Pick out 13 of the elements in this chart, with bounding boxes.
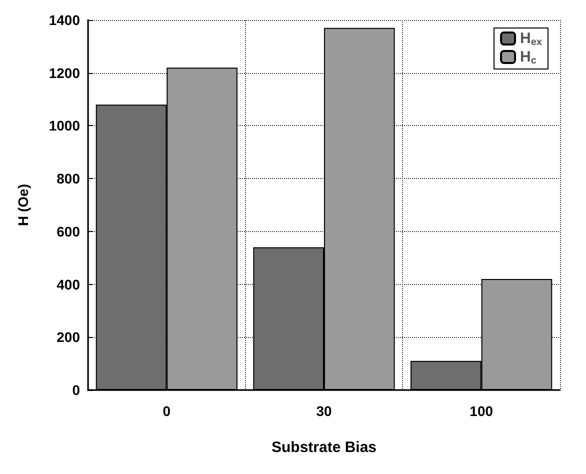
y-tick-label: 1200 [48,64,80,81]
x-tick-label: 30 [316,403,332,419]
x-tick-label: 100 [470,403,494,419]
y-tick-label: 400 [56,276,80,292]
y-tick-label: 600 [56,223,80,240]
y-tick-label: 0 [72,382,80,398]
x-tick-label: 0 [162,403,171,419]
y-tick-label: 1000 [48,118,80,134]
x-axis-title: Substrate Bias [271,439,377,456]
y-tick-label: 800 [56,170,80,187]
y-axis-title: H (Oe) [15,184,31,226]
y-tick-label: 200 [56,329,80,346]
y-tick-label: 1400 [48,12,80,28]
